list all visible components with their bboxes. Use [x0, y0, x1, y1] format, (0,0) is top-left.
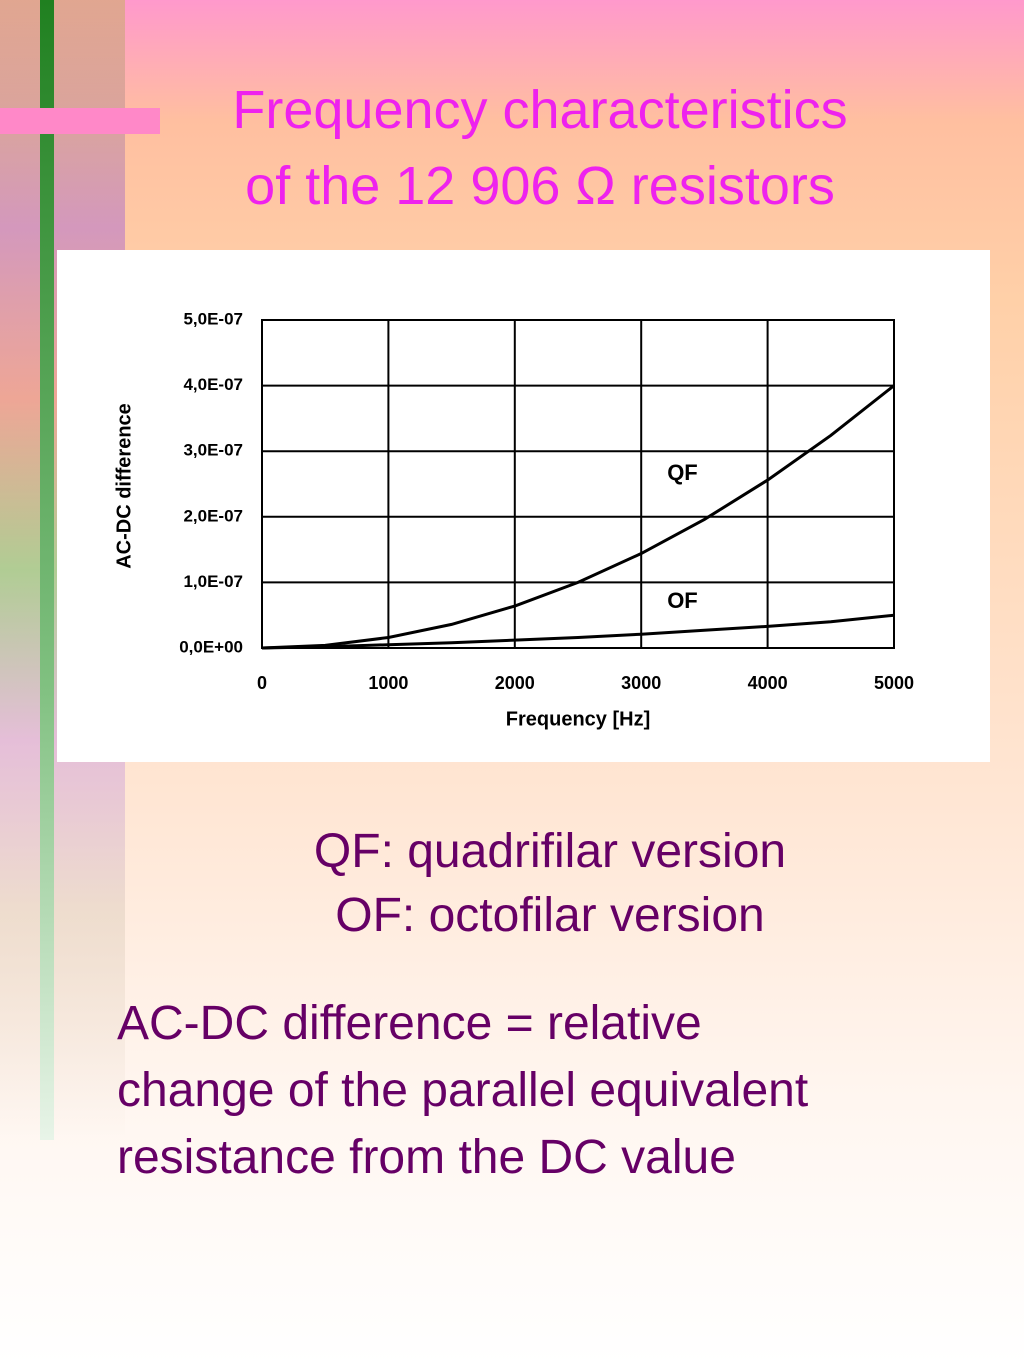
note-line: change of the parallel equivalent: [117, 1064, 809, 1117]
y-axis-label: AC-DC difference: [113, 403, 135, 569]
title-line: Frequency characteristics: [232, 80, 848, 140]
decoration: [0, 108, 160, 134]
chart-box: 0,0E+00 1,0E-07 2,0E-07 3,0E-07 4,0E-07 5,0E-…: [57, 250, 990, 762]
title-line: of the 12 906 Ω resistors: [245, 156, 835, 216]
x-tick-label: 1000: [368, 673, 408, 693]
y-tick-label: 3,0E-07: [183, 441, 243, 460]
chart: 0,0E+00 1,0E-07 2,0E-07 3,0E-07 4,0E-07 5,0E-…: [113, 309, 914, 730]
y-tick-label: 0,0E+00: [179, 637, 243, 656]
plot-frame: [261, 319, 895, 649]
legend-text: QF: quadrifilar version OF: octofilar ve…: [150, 820, 950, 948]
y-tick-label: 2,0E-07: [183, 506, 243, 525]
y-tick-label: 5,0E-07: [183, 309, 243, 328]
legend-line: OF: octofilar version: [335, 889, 765, 942]
x-tick-label: 5000: [874, 673, 914, 693]
x-tick-label: 0: [257, 673, 267, 693]
y-tick-label: 1,0E-07: [183, 572, 243, 591]
note: AC-DC difference = relative change of th…: [117, 990, 997, 1191]
x-axis-label: Frequency [Hz]: [506, 708, 650, 730]
note-line: AC-DC difference = relative: [117, 997, 702, 1050]
series-label: OF: [667, 588, 698, 613]
line: [261, 384, 895, 650]
note-line: resistance from the DC value: [117, 1131, 736, 1184]
series-label: QF: [667, 460, 698, 485]
decoration: [40, 0, 54, 1140]
y-tick-label: 4,0E-07: [183, 375, 243, 394]
legend-line: QF: quadrifilar version: [313, 825, 787, 878]
slide-title: Frequency characteristics of the 12 906 …: [120, 72, 960, 224]
x-tick-label: 4000: [748, 673, 788, 693]
x-tick-label: 2000: [495, 673, 535, 693]
line: [261, 613, 895, 650]
x-tick-label: 3000: [621, 673, 661, 693]
